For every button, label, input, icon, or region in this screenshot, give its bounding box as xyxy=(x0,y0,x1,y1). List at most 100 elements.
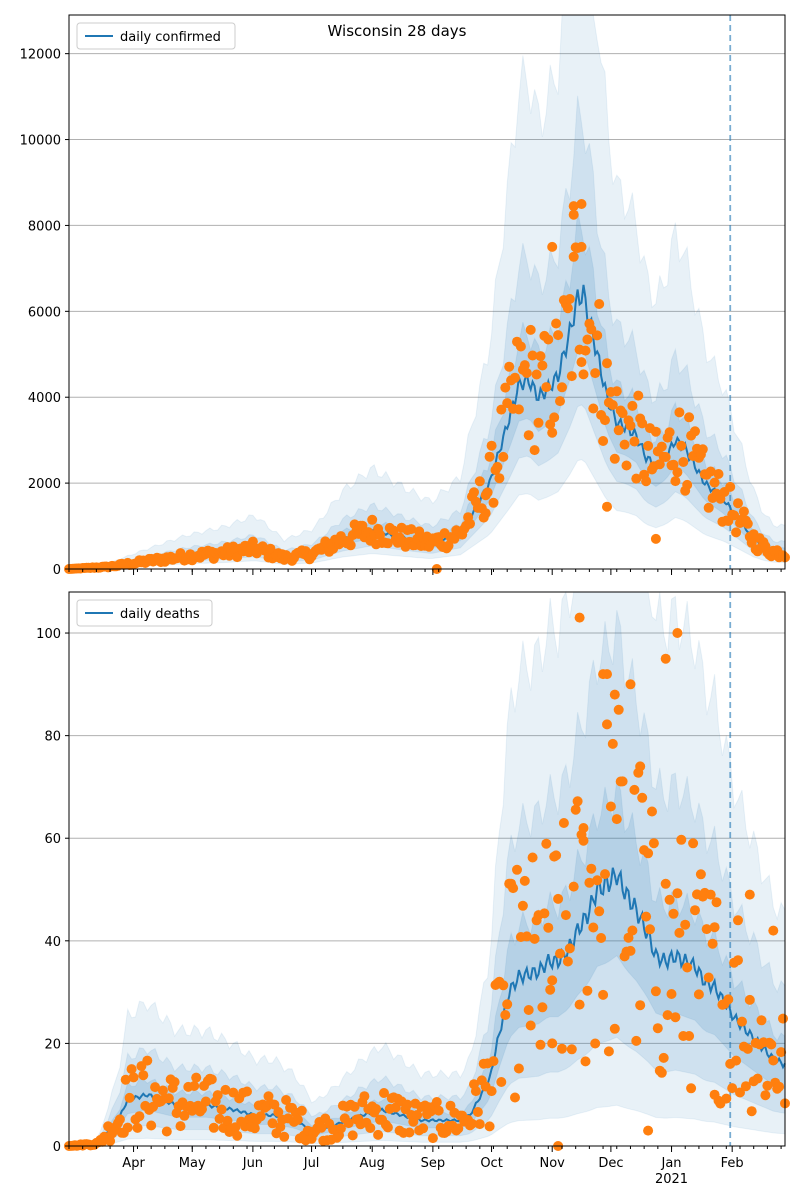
observed-point xyxy=(547,427,558,438)
x-tick-label: Nov xyxy=(540,1156,566,1171)
observed-point xyxy=(647,806,657,817)
observed-point xyxy=(695,869,706,880)
chart-title: Wisconsin 28 days xyxy=(328,22,467,40)
observed-point xyxy=(752,1073,763,1084)
observed-point xyxy=(498,451,509,462)
observed-point xyxy=(558,818,569,828)
observed-point xyxy=(382,538,393,549)
observed-point xyxy=(510,1092,520,1103)
observed-point xyxy=(486,440,497,451)
observed-point xyxy=(760,1090,771,1101)
observed-point xyxy=(564,943,575,954)
observed-point xyxy=(371,1104,382,1114)
observed-point xyxy=(349,1101,360,1112)
observed-point xyxy=(484,1121,495,1132)
observed-point xyxy=(650,986,661,997)
observed-point xyxy=(474,1119,485,1130)
observed-point xyxy=(200,1096,211,1107)
observed-point xyxy=(629,784,640,795)
observed-point xyxy=(467,1118,477,1129)
observed-point xyxy=(690,426,700,437)
observed-point xyxy=(664,427,675,438)
y-tick-label: 60 xyxy=(44,832,61,847)
observed-point xyxy=(508,883,519,894)
observed-point xyxy=(711,897,722,908)
observed-point xyxy=(249,1123,260,1134)
observed-point xyxy=(625,420,636,431)
observed-point xyxy=(568,201,579,212)
observed-point xyxy=(643,440,654,451)
observed-point xyxy=(705,466,716,477)
observed-point xyxy=(627,925,638,936)
x-tick-label: Oct xyxy=(480,1156,502,1171)
observed-point xyxy=(365,1123,376,1133)
observed-point xyxy=(578,369,589,380)
observed-point xyxy=(296,1105,307,1116)
observed-point xyxy=(564,294,575,304)
observed-point xyxy=(688,838,699,849)
observed-point xyxy=(609,1023,620,1034)
observed-point xyxy=(482,487,493,498)
observed-point xyxy=(672,628,683,638)
observed-point xyxy=(547,1038,558,1049)
x-tick-label: May xyxy=(179,1156,206,1171)
observed-point xyxy=(602,669,612,680)
observed-point xyxy=(682,962,693,973)
x-tick-label: Jan xyxy=(661,1156,682,1171)
y-tick-label: 12000 xyxy=(20,48,61,63)
observed-point xyxy=(637,418,648,429)
observed-point xyxy=(602,501,612,512)
observed-point xyxy=(157,1085,168,1096)
observed-point xyxy=(613,704,624,715)
observed-point xyxy=(551,850,562,861)
y-tick-label: 8000 xyxy=(28,219,61,234)
observed-point xyxy=(660,653,671,664)
observed-point xyxy=(578,835,589,846)
deaths-x-axis: Apr May Jun Jul Aug Sep Oct Nov Dec Jan Feb xyxy=(68,1146,782,1171)
observed-point xyxy=(733,498,743,509)
observed-point xyxy=(776,1047,787,1058)
observed-point xyxy=(169,1077,180,1087)
y-tick-label: 10000 xyxy=(20,134,61,149)
observed-point xyxy=(709,477,720,488)
observed-point xyxy=(513,1063,524,1074)
observed-point xyxy=(592,875,603,886)
observed-point xyxy=(114,1114,125,1125)
observed-point xyxy=(746,1106,757,1117)
observed-point xyxy=(502,999,513,1010)
observed-point xyxy=(690,905,700,916)
observed-point xyxy=(132,1122,143,1133)
observed-point xyxy=(496,1077,507,1087)
y-tick-label: 0 xyxy=(53,1140,61,1155)
observed-point xyxy=(375,530,385,540)
y-tick-label: 2000 xyxy=(28,477,61,492)
observed-point xyxy=(492,461,503,472)
observed-point xyxy=(335,1123,346,1134)
observed-point xyxy=(578,823,589,833)
x-tick-label: Aug xyxy=(360,1156,385,1171)
legend-label-deaths: daily deaths xyxy=(120,607,200,622)
observed-point xyxy=(598,436,609,446)
observed-point xyxy=(555,948,565,959)
observed-point xyxy=(412,1110,423,1120)
observed-point xyxy=(744,889,755,900)
observed-point xyxy=(707,938,718,949)
observed-point xyxy=(549,412,560,423)
observed-point xyxy=(633,390,644,401)
observed-point xyxy=(584,877,595,888)
observed-point xyxy=(592,330,603,341)
observed-point xyxy=(515,341,526,352)
deaths-gridlines xyxy=(69,632,785,1044)
y-tick-label: 20 xyxy=(44,1037,61,1052)
observed-point xyxy=(566,1044,577,1055)
y-tick-label: 4000 xyxy=(28,391,61,406)
observed-point xyxy=(512,864,522,875)
observed-point xyxy=(316,1122,327,1133)
observed-point xyxy=(472,1107,483,1117)
observed-point xyxy=(347,1130,358,1141)
observed-point xyxy=(406,524,417,535)
observed-point xyxy=(541,382,552,393)
observed-point xyxy=(216,1104,227,1115)
observed-point xyxy=(721,1093,732,1104)
